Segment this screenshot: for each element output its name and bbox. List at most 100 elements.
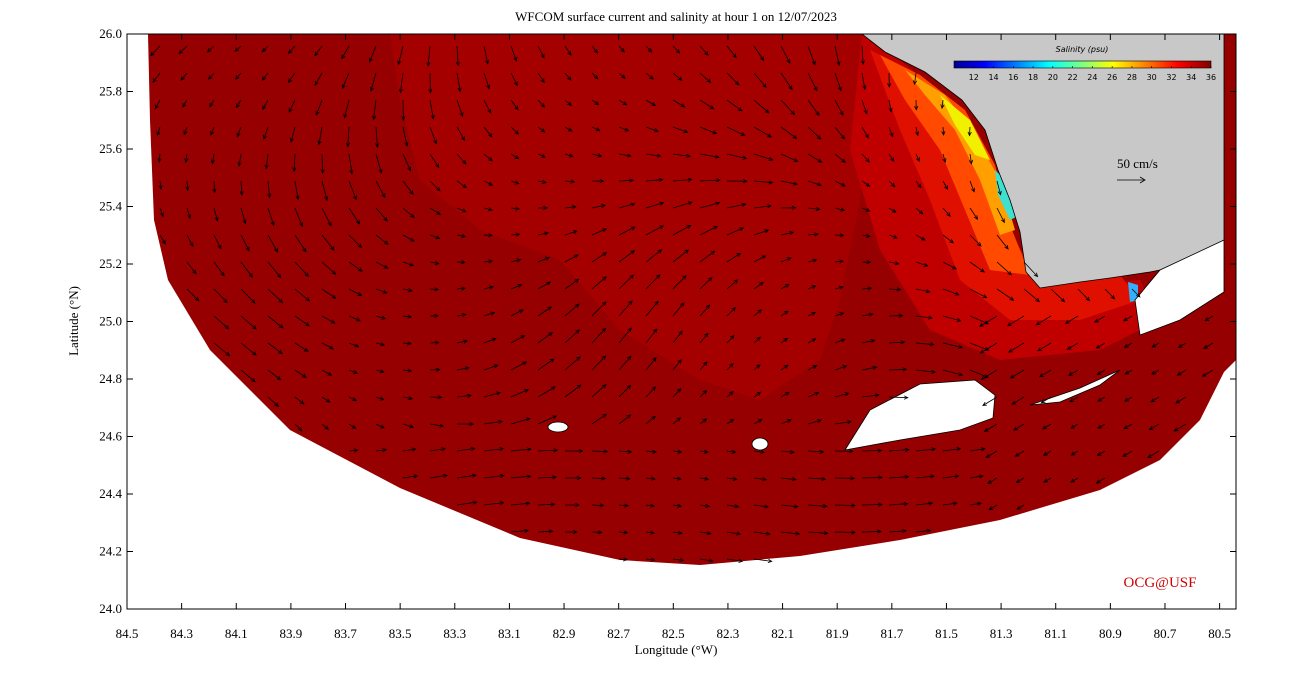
current-arrow: [618, 503, 630, 508]
current-arrow: [807, 206, 821, 211]
current-arrow: [402, 341, 412, 346]
current-arrow: [834, 530, 856, 535]
current-arrow: [834, 338, 846, 344]
current-arrow: [1077, 288, 1091, 302]
scale-arrow: [1117, 176, 1146, 184]
x-tick-label: 84.1: [225, 626, 248, 641]
current-arrow: [456, 313, 467, 318]
current-arrow: [982, 396, 998, 406]
current-arrow: [780, 99, 796, 116]
current-arrow: [154, 99, 161, 110]
current-arrow: [564, 303, 580, 317]
colorbar-tick-label: 32: [1166, 73, 1176, 82]
current-arrow: [618, 530, 629, 535]
current-arrow: [321, 423, 330, 431]
current-arrow: [402, 234, 415, 242]
current-arrow: [314, 72, 323, 86]
current-arrow: [321, 234, 335, 251]
salinity-band: [905, 70, 1015, 235]
current-arrow: [672, 476, 682, 481]
current-arrow: [537, 45, 545, 59]
current-arrow: [184, 153, 189, 164]
current-arrow: [861, 393, 880, 398]
current-arrow: [942, 180, 948, 191]
current-arrow: [159, 234, 166, 245]
current-arrow: [861, 365, 878, 371]
current-arrow: [456, 126, 466, 142]
y-tick-label: 26.0: [99, 26, 122, 41]
current-arrow: [341, 45, 350, 60]
x-tick-label: 82.3: [717, 626, 740, 641]
y-tick-label: 25.4: [99, 199, 122, 214]
current-arrow: [915, 315, 933, 320]
current-arrow: [537, 529, 554, 534]
current-arrow: [402, 423, 415, 429]
current-arrow: [1041, 423, 1052, 430]
current-arrow: [483, 126, 493, 138]
current-arrow: [1023, 261, 1039, 278]
current-arrow: [591, 449, 609, 454]
current-arrow: [915, 528, 932, 533]
current-arrow: [887, 72, 892, 88]
current-arrow: [375, 126, 380, 148]
current-arrow: [753, 558, 773, 563]
current-arrow: [996, 234, 1009, 250]
current-arrow: [942, 315, 962, 322]
current-arrow: [510, 447, 532, 452]
current-arrow: [321, 207, 332, 227]
current-arrow: [234, 45, 242, 53]
current-arrow: [699, 449, 709, 454]
current-arrow: [807, 503, 828, 509]
current-arrow: [537, 415, 558, 425]
colorbar-tick-label: 14: [988, 73, 998, 82]
current-arrow: [942, 342, 963, 349]
current-arrow: [699, 304, 711, 317]
current-arrow: [240, 207, 247, 225]
current-arrow: [564, 384, 582, 398]
y-tick-label: 24.6: [99, 429, 122, 444]
current-arrow: [861, 448, 883, 453]
current-arrow: [591, 301, 607, 317]
current-arrow: [672, 126, 689, 134]
current-arrow: [348, 423, 357, 430]
current-arrow: [672, 225, 692, 236]
current-arrow: [1095, 342, 1106, 349]
current-arrow: [1173, 423, 1187, 432]
current-arrow: [969, 447, 986, 452]
current-arrow: [969, 315, 990, 325]
colorbar-tick-label: 34: [1186, 73, 1196, 82]
colorbar-tick-label: 30: [1147, 73, 1157, 82]
current-arrow: [483, 99, 492, 114]
current-arrow: [915, 369, 937, 374]
current-arrow: [942, 474, 960, 479]
current-arrow: [983, 423, 998, 432]
current-arrow: [1040, 396, 1052, 404]
current-arrow: [807, 72, 818, 92]
colorbar-tick-label: 20: [1048, 73, 1058, 82]
current-arrow: [753, 255, 767, 263]
current-arrow: [321, 396, 331, 403]
current-arrow: [672, 302, 685, 317]
current-arrow: [1097, 396, 1106, 402]
current-arrow: [591, 153, 603, 158]
current-arrow: [591, 203, 607, 209]
current-arrow: [317, 126, 323, 146]
current-arrow: [1175, 396, 1187, 404]
island: [547, 421, 569, 433]
current-arrow: [537, 256, 551, 263]
current-arrow: [915, 126, 920, 137]
current-arrow: [240, 369, 256, 383]
current-arrow: [348, 234, 363, 249]
current-arrow: [537, 72, 545, 84]
current-arrow: [726, 126, 746, 136]
current-arrow: [402, 126, 409, 147]
current-arrow: [645, 415, 656, 425]
current-arrow: [645, 201, 665, 209]
current-arrow: [267, 288, 284, 304]
current-arrow: [510, 45, 518, 62]
current-arrow: [429, 153, 440, 169]
current-arrow: [591, 327, 607, 344]
current-arrow: [375, 180, 386, 199]
current-arrow: [1148, 423, 1160, 431]
x-tick-label: 83.5: [389, 626, 412, 641]
